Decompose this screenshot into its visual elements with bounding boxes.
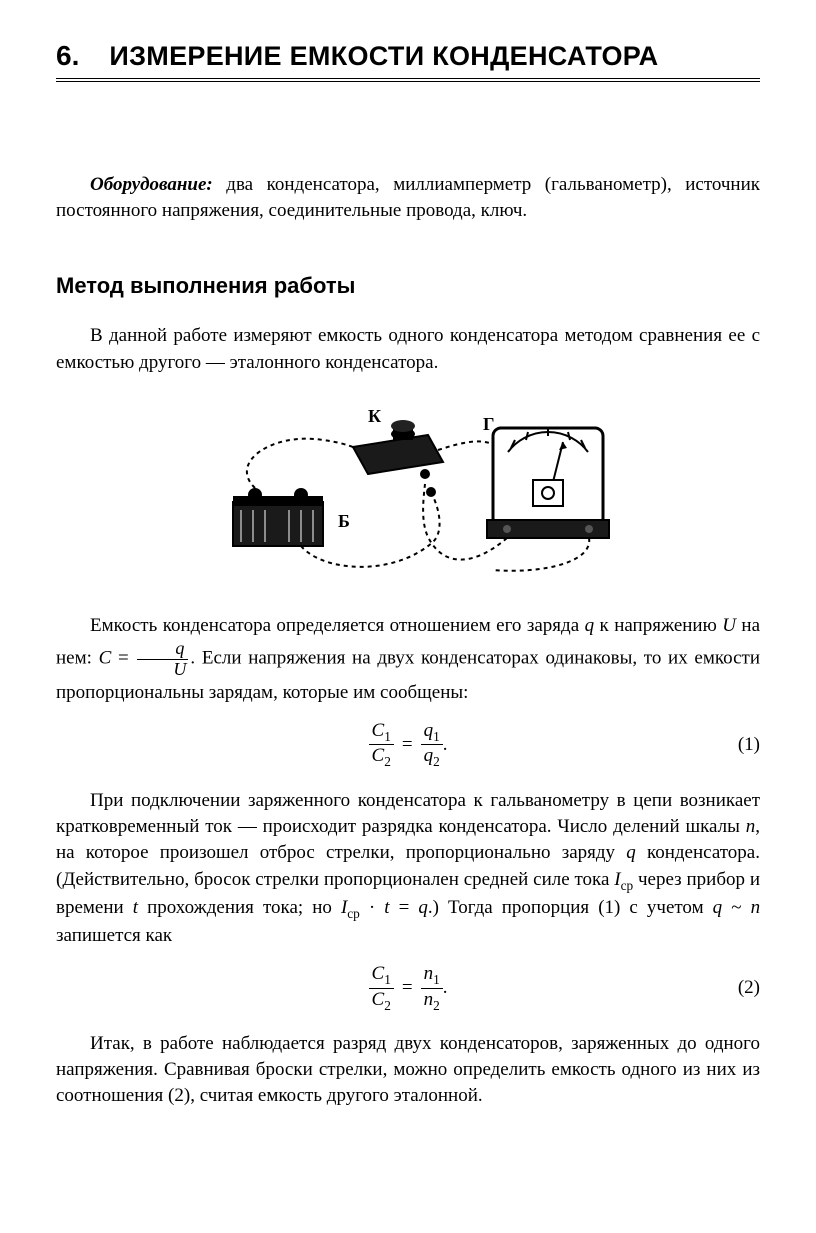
symbol-n2: n (751, 897, 761, 918)
eq2-number: (2) (738, 977, 760, 999)
eq2-sub1: 1 (384, 972, 391, 987)
method-heading: Метод выполнения работы (56, 273, 760, 299)
equipment-label: Оборудование: (90, 174, 213, 195)
fraction-q-over-u: q U (137, 639, 188, 680)
symbol-q3: q (418, 897, 428, 918)
paragraph-1: В данной работе измеряют емкость одного … (56, 323, 760, 375)
eq1-q1: q (424, 720, 434, 741)
symbol-q: q (585, 615, 595, 636)
frac-n1-n2: n1 n2 (421, 963, 443, 1012)
eq1-sub2: 2 (384, 754, 391, 769)
symbol-q2: q (626, 842, 636, 863)
equals-sign2: = (399, 897, 410, 918)
para3-text-g: запишется как (56, 925, 172, 946)
chapter-title: ИЗМЕРЕНИЕ ЕМКОСТИ КОНДЕНСАТОРА (109, 41, 658, 72)
eq1-number: (1) (738, 734, 760, 756)
para3-text-f: .) Тогда пропорция (1) с учетом (428, 897, 713, 918)
eq2-nsub2: 2 (433, 997, 440, 1012)
equation-2: C1 C2 = n1 n2 . (2) (56, 963, 760, 1013)
para3-text-e: прохождения тока; но (138, 897, 341, 918)
symbol-n: n (746, 816, 756, 837)
eq2-n1: n (424, 963, 434, 984)
equation-1: C1 C2 = q1 q2 . (1) (56, 720, 760, 770)
eq1-punct: . (443, 734, 448, 756)
circuit-diagram-icon: Б К (193, 392, 623, 582)
chapter-header: 6. ИЗМЕРЕНИЕ ЕМКОСТИ КОНДЕНСАТОРА (56, 40, 760, 82)
symbol-q4: q (713, 897, 723, 918)
frac-c1-c2-b: C1 C2 (369, 963, 394, 1012)
eq2-n2: n (424, 989, 434, 1010)
symbol-u: U (722, 615, 736, 636)
battery-label: Б (338, 511, 350, 531)
dot-sign: · (369, 897, 375, 918)
sub-cp2: ср (347, 905, 360, 920)
paragraph-2: Емкость конденсатора определяется отноше… (56, 613, 760, 706)
eq1-q2: q (424, 745, 434, 766)
paragraph-3: При подключении заряженного конденсатора… (56, 788, 760, 949)
eq1-sub1: 1 (384, 729, 391, 744)
page: 6. ИЗМЕРЕНИЕ ЕМКОСТИ КОНДЕНСАТОРА Оборуд… (0, 0, 816, 1233)
eq2-punct: . (443, 977, 448, 999)
galvanometer-label: Г (483, 414, 494, 434)
circuit-figure: Б К (56, 392, 760, 587)
para3-text-a: При подключении заряженного конденсатора… (56, 790, 760, 837)
eq2-nsub1: 1 (433, 972, 440, 987)
symbol-t2: t (384, 897, 389, 918)
frac-q1-q2: q1 q2 (421, 720, 443, 769)
eq2-equals: = (402, 977, 413, 999)
sub-cp: ср (621, 877, 634, 892)
paragraph-4: Итак, в работе наблюдается разряд двух к… (56, 1031, 760, 1110)
eq1-equals: = (402, 734, 413, 756)
eq1-qsub2: 2 (433, 754, 440, 769)
frac-num-q: q (137, 639, 188, 660)
eq1-c1: C (372, 720, 385, 741)
eq2-c2: C (372, 989, 385, 1010)
chapter-number: 6. (56, 40, 79, 72)
eq1-c2: C (372, 745, 385, 766)
symbol-c: C (99, 648, 112, 669)
switch-label: К (368, 406, 381, 426)
eq2-sub2: 2 (384, 997, 391, 1012)
para2-text-a: Емкость конденсатора определяется отноше… (90, 615, 585, 636)
eq2-c1: C (372, 963, 385, 984)
eq1-qsub1: 1 (433, 729, 440, 744)
para2-text-b: к напряжению (594, 615, 722, 636)
frac-den-u: U (137, 660, 188, 680)
equals-sign: = (118, 648, 129, 669)
tilde-sign: ~ (731, 897, 741, 918)
equipment-paragraph: Оборудование: два конденсатора, миллиамп… (56, 172, 760, 223)
frac-c1-c2: C1 C2 (369, 720, 394, 769)
